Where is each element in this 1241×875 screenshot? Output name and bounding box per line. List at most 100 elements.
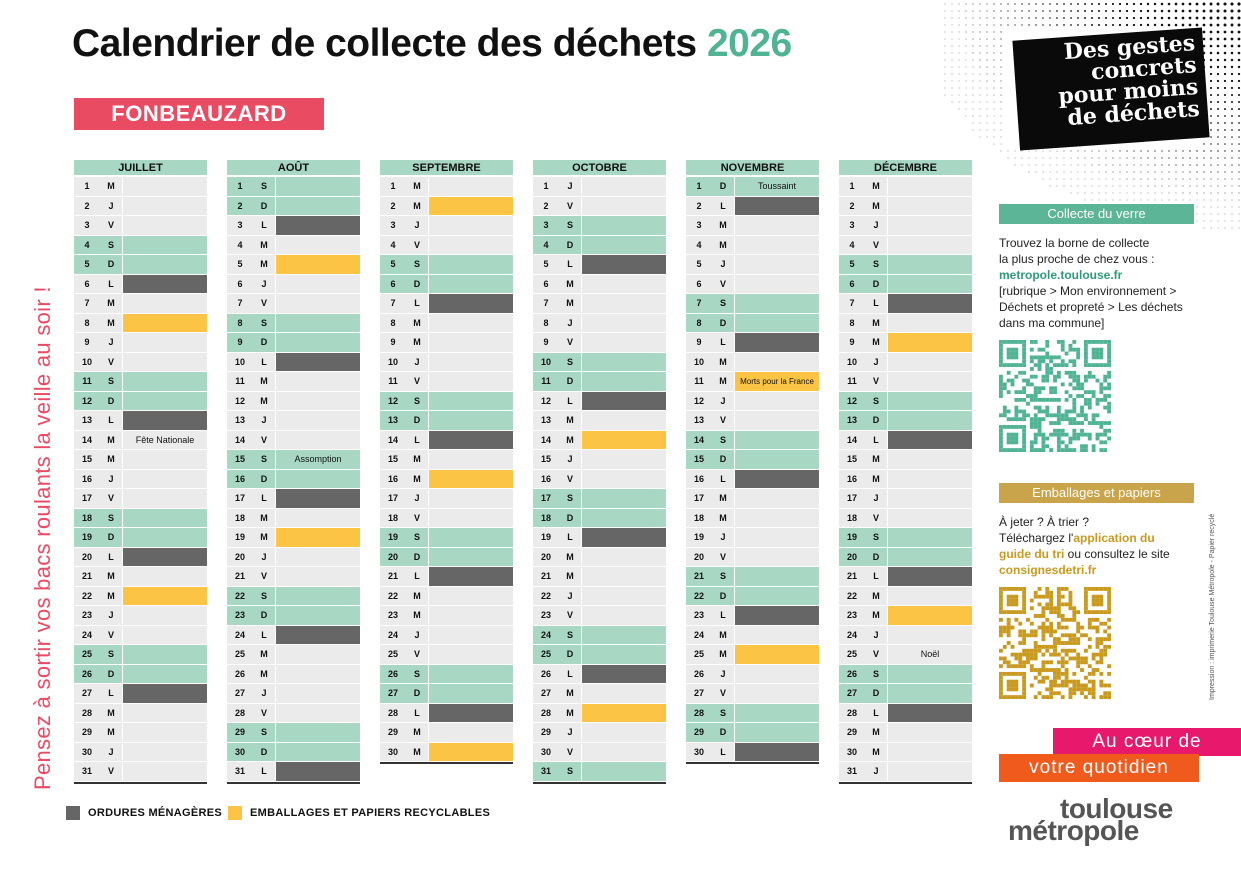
- day-number: 17: [234, 493, 245, 503]
- emballages-collection-marker: [123, 313, 207, 332]
- qr-module: [1014, 417, 1019, 422]
- qr-module: [1064, 448, 1069, 452]
- day-number: 30: [540, 746, 551, 757]
- decor-dot: [1202, 9, 1206, 13]
- qr-module: [1072, 405, 1077, 410]
- decor-dot: [1188, 23, 1192, 27]
- day-number: 26: [387, 668, 398, 679]
- day-letter: L: [720, 337, 726, 347]
- decor-dot: [1091, 192, 1093, 194]
- verre-title: Collecte du verre: [999, 204, 1194, 224]
- qr-module: [1103, 610, 1108, 615]
- decor-dot: [1223, 30, 1227, 34]
- row-separator: [581, 391, 582, 410]
- decor-dot: [1210, 227, 1212, 229]
- qr-module: [1095, 610, 1100, 615]
- day-letter: M: [566, 571, 574, 581]
- decor-dot: [1007, 157, 1009, 159]
- row-separator: [887, 723, 888, 742]
- qr-module: [1033, 355, 1038, 360]
- qr-module: [1033, 417, 1038, 422]
- app-link[interactable]: guide du tri: [999, 547, 1065, 561]
- qr-module: [1037, 648, 1042, 653]
- qr-module: [1022, 397, 1027, 402]
- qr-module: [1014, 409, 1019, 414]
- qr-module: [1072, 397, 1077, 402]
- decor-dot: [1237, 58, 1241, 62]
- decor-dot: [1140, 164, 1142, 166]
- qr-module: [1080, 444, 1084, 449]
- day-letter: L: [414, 298, 420, 308]
- day-number: 10: [693, 356, 704, 367]
- decor-dot: [1133, 178, 1135, 180]
- decor-dot: [1000, 66, 1002, 68]
- day-letter: M: [107, 571, 115, 581]
- verre-link[interactable]: metropole.toulouse.fr: [999, 268, 1123, 282]
- day-letter: M: [260, 395, 268, 406]
- day-row: 23 M: [380, 606, 513, 626]
- qr-module: [1095, 629, 1100, 634]
- consignes-link[interactable]: consignesdetri.fr: [999, 563, 1097, 577]
- qr-code-emballages[interactable]: [999, 587, 1111, 699]
- day-letter: V: [260, 434, 267, 445]
- decor-dot: [1077, 164, 1079, 166]
- qr-code-verre[interactable]: [999, 340, 1111, 452]
- row-separator: [887, 372, 888, 391]
- day-number: 11: [847, 376, 857, 386]
- day-row: 26 S: [839, 664, 972, 684]
- qr-module: [1010, 432, 1015, 437]
- qr-module: [1107, 382, 1111, 387]
- day-number: 14: [81, 434, 92, 445]
- ordures-collection-marker: [429, 703, 513, 722]
- app-link[interactable]: application du: [1073, 531, 1155, 545]
- qr-module: [1091, 691, 1096, 696]
- ordures-collection-marker: [429, 567, 513, 586]
- qr-module: [1037, 421, 1042, 425]
- qr-module: [1060, 648, 1065, 653]
- row-separator: [122, 372, 123, 391]
- decor-dot: [944, 59, 946, 61]
- qr-module: [1041, 610, 1046, 615]
- day-letter: S: [413, 395, 420, 406]
- qr-module: [1049, 432, 1054, 437]
- decor-dot: [1042, 3, 1044, 5]
- decor-dot: [1189, 157, 1191, 159]
- qr-module: [1107, 409, 1111, 414]
- day-row: 17 M: [686, 489, 819, 509]
- day-row: 18 V: [839, 508, 972, 528]
- day-number: 5: [390, 259, 396, 269]
- day-number: 29: [81, 727, 92, 737]
- decor-dot: [1210, 178, 1212, 180]
- row-separator: [581, 411, 582, 430]
- day-number: 18: [693, 512, 704, 523]
- day-number: 25: [846, 649, 857, 659]
- qr-module: [1018, 363, 1023, 368]
- day-number: 23: [387, 610, 398, 620]
- day-number: 3: [390, 220, 396, 230]
- qr-module: [1103, 421, 1108, 425]
- qr-module: [1022, 652, 1027, 657]
- decor-dot: [1230, 44, 1234, 48]
- qr-module: [1026, 633, 1030, 638]
- decor-dot: [1042, 150, 1044, 152]
- qr-module: [1083, 687, 1088, 692]
- decor-dot: [1154, 178, 1156, 180]
- qr-module: [999, 359, 1003, 364]
- qr-module: [1095, 351, 1100, 356]
- decor-dot: [965, 24, 967, 26]
- decor-dot: [1167, 2, 1171, 6]
- decor-dot: [993, 122, 995, 124]
- day-letter: V: [872, 239, 879, 250]
- day-number: 28: [846, 707, 857, 718]
- decor-dot: [1189, 178, 1191, 180]
- qr-module: [1002, 382, 1007, 387]
- decor-dot: [1167, 23, 1171, 27]
- qr-module: [1049, 590, 1054, 595]
- qr-module: [1006, 598, 1011, 603]
- decor-dot: [1084, 164, 1086, 166]
- decor-dot: [1154, 199, 1156, 201]
- decor-dot: [965, 108, 967, 110]
- qr-module: [1033, 421, 1038, 425]
- qr-module: [1002, 386, 1007, 391]
